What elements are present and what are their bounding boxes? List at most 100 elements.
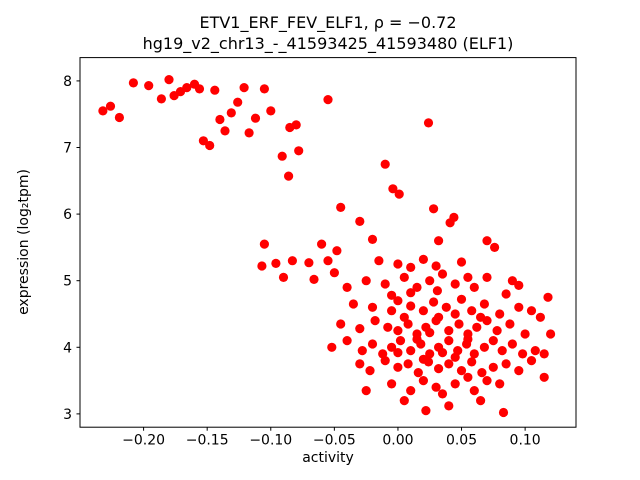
scatter-point <box>434 236 444 246</box>
scatter-point <box>387 379 397 389</box>
scatter-point <box>425 276 435 286</box>
scatter-point <box>456 294 467 304</box>
scatter-point <box>431 382 441 392</box>
scatter-point <box>393 348 403 358</box>
scatter-point <box>488 336 498 346</box>
scatter-point <box>291 120 301 130</box>
scatter-point <box>380 159 390 169</box>
scatter-point <box>287 256 297 266</box>
scatter-point <box>444 359 454 369</box>
scatter-point <box>445 218 455 228</box>
scatter-point <box>278 272 289 282</box>
scatter-point <box>198 136 208 146</box>
scatter-point <box>495 309 505 319</box>
scatter-point <box>498 407 509 418</box>
scatter-point <box>250 113 261 123</box>
y-tick-label: 5 <box>63 274 72 290</box>
scatter-point <box>361 386 371 396</box>
scatter-point <box>425 349 435 359</box>
scatter-point <box>467 306 477 316</box>
scatter-point <box>215 114 225 125</box>
scatter-point <box>399 396 409 406</box>
scatter-point <box>388 184 398 194</box>
scatter-point <box>284 171 294 181</box>
scatter-point <box>367 302 378 312</box>
scatter-point <box>425 328 435 338</box>
scatter-point <box>535 312 546 322</box>
scatter-point <box>105 101 116 111</box>
scatter-point <box>327 342 337 352</box>
scatter-point <box>393 362 403 372</box>
scatter-point <box>463 372 473 382</box>
scatter-point <box>444 401 454 411</box>
scatter-point <box>441 302 451 312</box>
scatter-point <box>355 216 365 226</box>
scatter-point <box>393 296 403 306</box>
scatter-point <box>412 282 422 292</box>
scatter-point <box>395 336 406 346</box>
y-axis-label: expression (log₂tpm) <box>16 169 32 315</box>
scatter-point <box>357 346 367 356</box>
scatter-point <box>271 258 281 268</box>
scatter-point <box>220 126 230 136</box>
scatter-point <box>492 326 502 336</box>
scatter-point <box>257 261 267 271</box>
scatter-point <box>450 352 460 362</box>
scatter-point <box>418 376 428 386</box>
scatter-point <box>539 372 549 382</box>
scatter-point <box>505 319 515 329</box>
scatter-point <box>329 268 339 278</box>
scatter-point <box>418 306 428 316</box>
scatter-point <box>520 329 530 339</box>
scatter-point <box>463 272 473 282</box>
scatter-point <box>394 189 404 199</box>
scatter-point <box>266 106 276 116</box>
scatter-point <box>463 334 473 344</box>
scatter-point <box>399 312 409 322</box>
scatter-point <box>387 342 397 352</box>
x-tick-label: −0.05 <box>313 433 356 449</box>
scatter-point <box>495 379 505 389</box>
scatter-point <box>383 322 393 332</box>
scatter-point <box>323 256 333 266</box>
scatter-point <box>429 204 439 214</box>
scatter-point <box>128 78 138 88</box>
scatter-point <box>348 299 358 309</box>
scatter-point <box>539 349 549 359</box>
scatter-point <box>482 272 492 282</box>
scatter-point <box>482 376 492 386</box>
scatter-point <box>370 316 380 326</box>
scatter-point <box>418 254 428 264</box>
y-tick-label: 4 <box>63 340 72 356</box>
x-tick-label: −0.10 <box>249 433 292 449</box>
chart-title: ETV1_ERF_FEV_ELF1, ρ = −0.72 <box>199 13 457 32</box>
scatter-point <box>393 326 403 336</box>
scatter-point <box>380 279 390 289</box>
scatter-point <box>387 306 397 316</box>
scatter-point <box>437 269 448 279</box>
scatter-point <box>507 276 517 286</box>
scatter-point <box>514 302 524 312</box>
scatter-point <box>323 95 333 105</box>
scatter-point <box>477 368 487 378</box>
y-tick-label: 8 <box>63 74 72 90</box>
scatter-point <box>476 312 486 322</box>
scatter-point <box>514 366 524 376</box>
scatter-point <box>164 75 174 85</box>
scatter-point <box>444 336 454 346</box>
scatter-point <box>472 322 482 332</box>
scatter-point <box>406 288 416 298</box>
scatter-point <box>367 339 378 349</box>
scatter-point <box>336 319 346 329</box>
scatter-point <box>380 356 390 366</box>
scatter-point <box>226 108 236 118</box>
scatter-point <box>412 334 422 344</box>
scatter-point <box>431 316 441 326</box>
scatter-point <box>387 290 397 300</box>
scatter-point <box>526 306 537 316</box>
scatter-point <box>526 356 537 366</box>
scatter-point <box>304 258 314 268</box>
scatter-point <box>277 151 287 161</box>
